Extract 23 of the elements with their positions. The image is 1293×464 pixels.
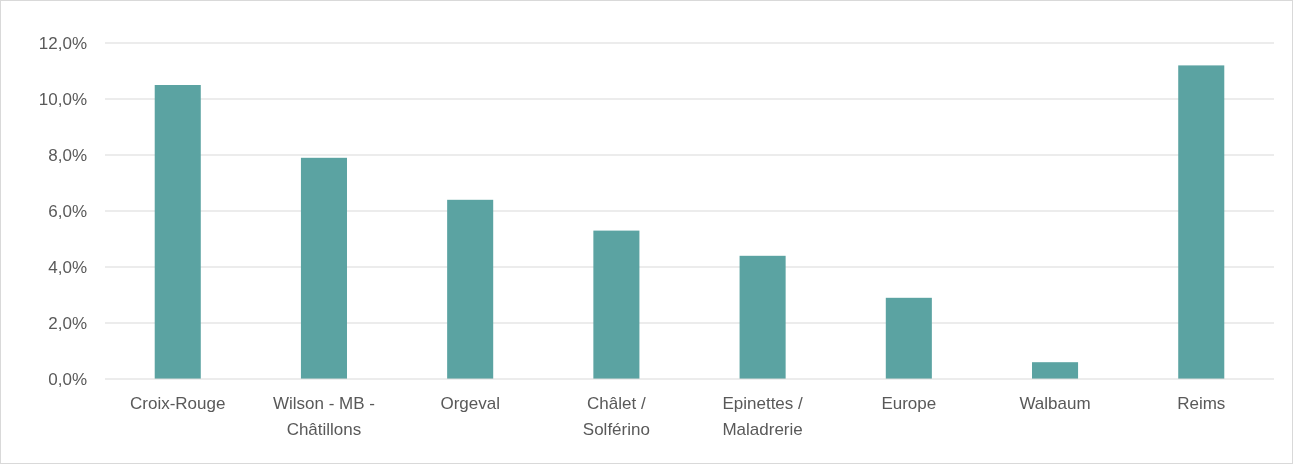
x-tick-label: Orgeval — [440, 394, 500, 413]
x-tick-label: Walbaum — [1019, 394, 1091, 413]
bar — [154, 85, 201, 379]
y-tick-label: 0,0% — [48, 369, 87, 389]
bar — [447, 199, 494, 379]
bar — [593, 230, 640, 379]
x-tick-label: Wilson - MB - Châtillons — [272, 394, 375, 439]
y-tick-label: 12,0% — [38, 33, 87, 53]
y-tick-label: 8,0% — [48, 145, 87, 165]
y-tick-label: 6,0% — [48, 201, 87, 221]
x-tick-label: Châlet / Solférino — [582, 394, 650, 439]
y-tick-label: 10,0% — [38, 89, 87, 109]
bar — [739, 255, 786, 379]
x-tick-label: Croix-Rouge — [130, 394, 226, 413]
x-tick-label: Europe — [881, 394, 937, 413]
bar — [300, 157, 347, 379]
x-tick-label: Reims — [1177, 394, 1226, 413]
bar — [1032, 362, 1079, 379]
bar — [1178, 65, 1225, 379]
y-tick-label: 4,0% — [48, 257, 87, 277]
bar — [885, 297, 932, 379]
y-tick-label: 2,0% — [48, 313, 87, 333]
x-tick-label: Epinettes / Maladrerie — [722, 394, 804, 439]
